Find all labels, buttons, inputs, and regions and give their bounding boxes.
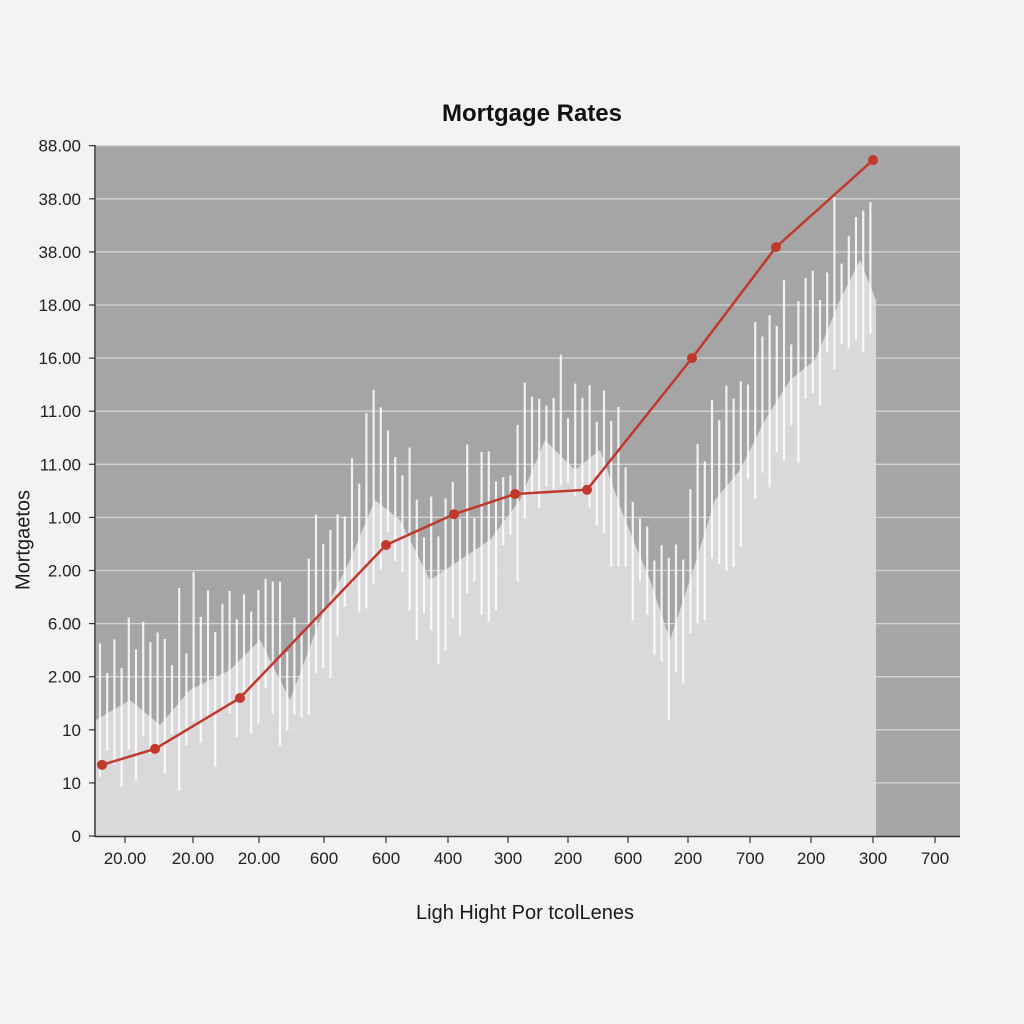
y-tick-label: 38.00 — [38, 243, 81, 262]
y-tick-label: 88.00 — [38, 137, 81, 156]
data-point — [381, 540, 391, 551]
gridlines — [96, 145, 960, 784]
y-tick-label: 6.00 — [48, 615, 81, 634]
data-point — [150, 743, 160, 754]
y-tick-label: 18.00 — [38, 296, 81, 315]
axes — [94, 145, 960, 838]
chart-title: Mortgage Rates — [441, 100, 623, 127]
x-tick-label: 600 — [614, 849, 642, 868]
y-tick-label: 0 — [72, 827, 81, 846]
y-tick-label: 16.00 — [38, 349, 81, 368]
data-point — [97, 759, 107, 770]
data-point — [771, 242, 781, 253]
data-point — [868, 155, 878, 166]
data-point — [582, 484, 592, 495]
y-tick-label: 1.00 — [48, 508, 81, 527]
y-tick-label: 38.00 — [38, 190, 81, 209]
y-tick-label: 2.00 — [48, 562, 81, 581]
spike-bars — [98, 197, 872, 791]
y-tick-label: 11.00 — [40, 402, 81, 421]
x-tick-label: 300 — [859, 849, 887, 868]
y-tick-label: 11.00 — [40, 455, 81, 474]
x-tick-label: 20.00 — [172, 849, 215, 868]
x-tick-label: 700 — [736, 849, 764, 868]
line-series — [97, 155, 878, 770]
y-tick-label: 10 — [62, 721, 81, 740]
x-tick-label: 200 — [674, 849, 702, 868]
data-point — [510, 489, 520, 500]
data-point — [449, 509, 459, 520]
x-axis-ticks: 20.00 20.00 20.00 600 600 400 300 200 600 200 700 2… — [104, 837, 949, 868]
y-tick-label: 2.00 — [48, 668, 81, 687]
x-tick-label: 20.00 — [238, 849, 281, 868]
fill-area — [96, 260, 876, 836]
x-tick-label: 600 — [310, 849, 338, 868]
y-tick-label: 10 — [62, 774, 81, 793]
y-axis-ticks: 0 10 10 2.00 6.00 2.00 1.00 11.00 11.00 16.00 18.0… — [38, 137, 95, 846]
data-point — [235, 692, 245, 703]
x-tick-label: 200 — [554, 849, 582, 868]
x-tick-label: 300 — [494, 849, 522, 868]
x-tick-label: 400 — [434, 849, 462, 868]
x-tick-label: 20.00 — [104, 849, 147, 868]
data-point — [687, 353, 697, 364]
y-axis-label: Mortgaetos — [12, 489, 35, 591]
x-axis-label: Ligh Hight Por tcolLenes — [416, 902, 634, 924]
x-tick-label: 200 — [797, 849, 825, 868]
x-tick-label: 700 — [921, 849, 949, 868]
x-tick-label: 600 — [372, 849, 400, 868]
